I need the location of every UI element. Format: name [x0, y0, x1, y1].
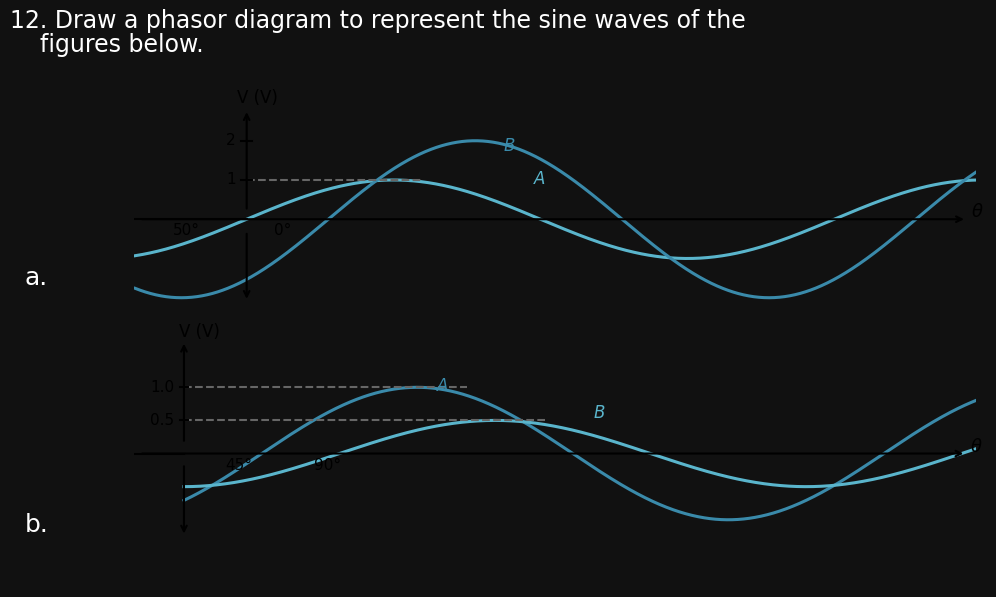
- Text: 90°: 90°: [314, 458, 341, 473]
- Text: figures below.: figures below.: [10, 33, 203, 57]
- Text: 0.5: 0.5: [150, 413, 174, 428]
- Text: 12. Draw a phasor diagram to represent the sine waves of the: 12. Draw a phasor diagram to represent t…: [10, 9, 746, 33]
- Text: B: B: [503, 137, 515, 155]
- Text: b.: b.: [25, 513, 49, 537]
- Text: 50°: 50°: [172, 223, 199, 238]
- Text: 1.0: 1.0: [150, 380, 174, 395]
- Text: V (V): V (V): [237, 90, 278, 107]
- Text: B: B: [594, 404, 606, 421]
- Text: θ: θ: [971, 203, 982, 221]
- Text: a.: a.: [25, 266, 48, 290]
- Text: 45°: 45°: [225, 458, 252, 473]
- Text: θ: θ: [971, 438, 982, 456]
- Text: A: A: [437, 377, 448, 395]
- Text: V (V): V (V): [179, 323, 220, 341]
- Text: 1: 1: [226, 173, 235, 187]
- Text: A: A: [534, 170, 545, 188]
- Text: 2: 2: [226, 133, 235, 148]
- Text: 0°: 0°: [274, 223, 291, 238]
